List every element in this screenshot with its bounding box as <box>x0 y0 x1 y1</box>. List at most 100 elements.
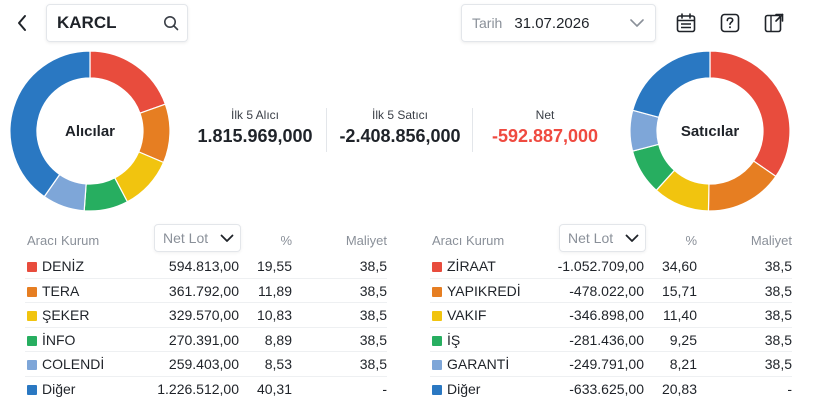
back-button[interactable] <box>10 10 34 36</box>
color-swatch <box>432 335 442 346</box>
percent-value: 15,71 <box>661 282 697 299</box>
donut-hole <box>43 84 137 178</box>
net-lot-value: -478.022,00 <box>569 282 644 299</box>
search-icon[interactable] <box>163 15 179 31</box>
broker-name: GARANTİ <box>447 356 510 372</box>
color-swatch <box>27 311 37 321</box>
summary-net-value: -592.887,000 <box>491 126 599 146</box>
color-swatch <box>432 384 442 395</box>
broker-name: VAKIF <box>447 307 487 323</box>
sellers-table-body: ZİRAAT -1.052.709,00 34,60 38,5 YAPIKREDİ -47… <box>430 254 792 401</box>
color-swatch <box>27 335 37 346</box>
table-row[interactable]: ŞEKER 329.570,00 10,83 38,5 <box>25 303 387 328</box>
table-row[interactable]: İNFO 270.391,00 8,89 38,5 <box>25 328 387 352</box>
summary-buyers: İlk 5 Alıcı 1.815.969,000 <box>190 108 320 147</box>
symbol-search[interactable] <box>46 4 188 42</box>
export-icon[interactable] <box>762 11 786 35</box>
table-row[interactable]: DENİZ 594.813,00 19,55 38,5 <box>25 254 387 279</box>
col-net-lot-header: Net Lot <box>568 230 614 246</box>
net-lot-value: 594.813,00 <box>168 258 239 274</box>
chevron-down-icon <box>220 234 234 243</box>
col-cost-header: Maliyet <box>750 233 792 248</box>
net-lot-value: -249.791,00 <box>569 356 644 372</box>
percent-value: 40,31 <box>256 380 292 397</box>
broker-name: Diğer <box>42 380 76 397</box>
color-swatch <box>27 262 37 272</box>
table-row[interactable]: COLENDİ 259.403,00 8,53 38,5 <box>25 352 387 377</box>
summary-net-label: Net <box>535 108 555 122</box>
net-lot-sort-dropdown[interactable]: Net Lot <box>559 224 646 252</box>
cost-value: 38,5 <box>764 307 792 323</box>
buyers-donut-chart: Alıcılar <box>9 50 171 212</box>
summary-sellers-label: İlk 5 Satıcı <box>371 108 429 122</box>
color-swatch <box>27 286 37 297</box>
table-row[interactable]: YAPIKREDİ -478.022,00 15,71 38,5 <box>430 279 792 303</box>
net-lot-value: 259.403,00 <box>168 356 239 372</box>
table-row[interactable]: ZİRAAT -1.052.709,00 34,60 38,5 <box>430 254 792 279</box>
calendar-list-icon[interactable] <box>674 11 698 35</box>
percent-value: 11,40 <box>663 307 697 323</box>
col-broker-header: Aracı Kurum <box>432 233 505 248</box>
broker-name: TERA <box>42 282 80 299</box>
cost-value: 38,5 <box>764 258 792 274</box>
color-swatch <box>432 286 442 297</box>
chevron-down-icon <box>625 234 639 243</box>
percent-value: 8,21 <box>669 356 697 372</box>
table-row[interactable]: TERA 361.792,00 11,89 38,5 <box>25 279 387 303</box>
broker-name: Diğer <box>447 380 481 397</box>
broker-name: ZİRAAT <box>447 258 496 274</box>
col-cost-header: Maliyet <box>345 233 387 248</box>
cost-value: 38,5 <box>764 331 792 348</box>
col-percent-header: % <box>280 233 292 248</box>
table-row[interactable]: GARANTİ -249.791,00 8,21 38,5 <box>430 352 792 377</box>
percent-value: 8,89 <box>264 331 292 348</box>
net-lot-sort-dropdown[interactable]: Net Lot <box>154 224 241 252</box>
color-swatch <box>27 384 37 395</box>
percent-value: 34,60 <box>661 258 697 274</box>
buyers-chart-label: Alıcılar <box>64 122 116 140</box>
col-percent-header: % <box>685 233 697 248</box>
net-lot-value: -633.625,00 <box>569 380 644 397</box>
percent-value: 9,25 <box>669 331 697 348</box>
broker-name: DENİZ <box>42 258 84 274</box>
table-row[interactable]: Diğer -633.625,00 20,83 - <box>430 377 792 402</box>
sellers-donut-chart: Satıcılar <box>629 50 791 212</box>
donut-inner-ring <box>37 78 143 184</box>
col-net-lot-header: Net Lot <box>163 230 209 246</box>
table-row[interactable]: VAKIF -346.898,00 11,40 38,5 <box>430 303 792 328</box>
summary-sellers-value: -2.408.856,000 <box>339 126 461 146</box>
broker-name: İŞ <box>447 331 461 348</box>
net-lot-value: 361.792,00 <box>168 282 239 299</box>
donut-hole <box>663 84 757 178</box>
summary-net: Net -592.887,000 <box>480 108 610 147</box>
chevron-left-icon <box>18 15 26 31</box>
color-swatch <box>432 311 442 321</box>
divider <box>472 108 473 152</box>
broker-name: YAPIKREDİ <box>447 282 521 299</box>
color-swatch <box>432 262 442 272</box>
symbol-search-input[interactable] <box>57 13 157 33</box>
broker-name: ŞEKER <box>42 307 90 323</box>
net-lot-value: 1.226.512,00 <box>157 380 239 397</box>
sellers-table: Aracı Kurum Net Lot % Maliyet ZİRAAT -1.0… <box>430 224 792 401</box>
cost-value: 38,5 <box>764 282 792 299</box>
table-row[interactable]: Diğer 1.226.512,00 40,31 - <box>25 377 387 402</box>
cost-value: - <box>787 380 792 397</box>
donut-inner-ring <box>657 78 763 184</box>
help-icon[interactable] <box>718 11 742 35</box>
cost-value: 38,5 <box>764 356 792 372</box>
cost-value: - <box>382 380 387 397</box>
net-lot-value: -1.052.709,00 <box>557 258 644 274</box>
chevron-down-icon <box>629 18 645 28</box>
summary-buyers-value: 1.815.969,000 <box>197 126 313 146</box>
color-swatch <box>27 360 37 370</box>
date-selector[interactable]: Tarih 31.07.2026 <box>461 4 656 42</box>
table-row[interactable]: İŞ -281.436,00 9,25 38,5 <box>430 328 792 352</box>
cost-value: 38,5 <box>359 331 387 348</box>
buyers-table: Aracı Kurum Net Lot % Maliyet DENİZ 594.8… <box>25 224 387 401</box>
percent-value: 10,83 <box>256 307 292 323</box>
cost-value: 38,5 <box>359 307 387 323</box>
summary-sellers: İlk 5 Satıcı -2.408.856,000 <box>334 108 466 147</box>
net-lot-value: 329.570,00 <box>168 307 239 323</box>
sellers-chart-label: Satıcılar <box>680 122 740 140</box>
